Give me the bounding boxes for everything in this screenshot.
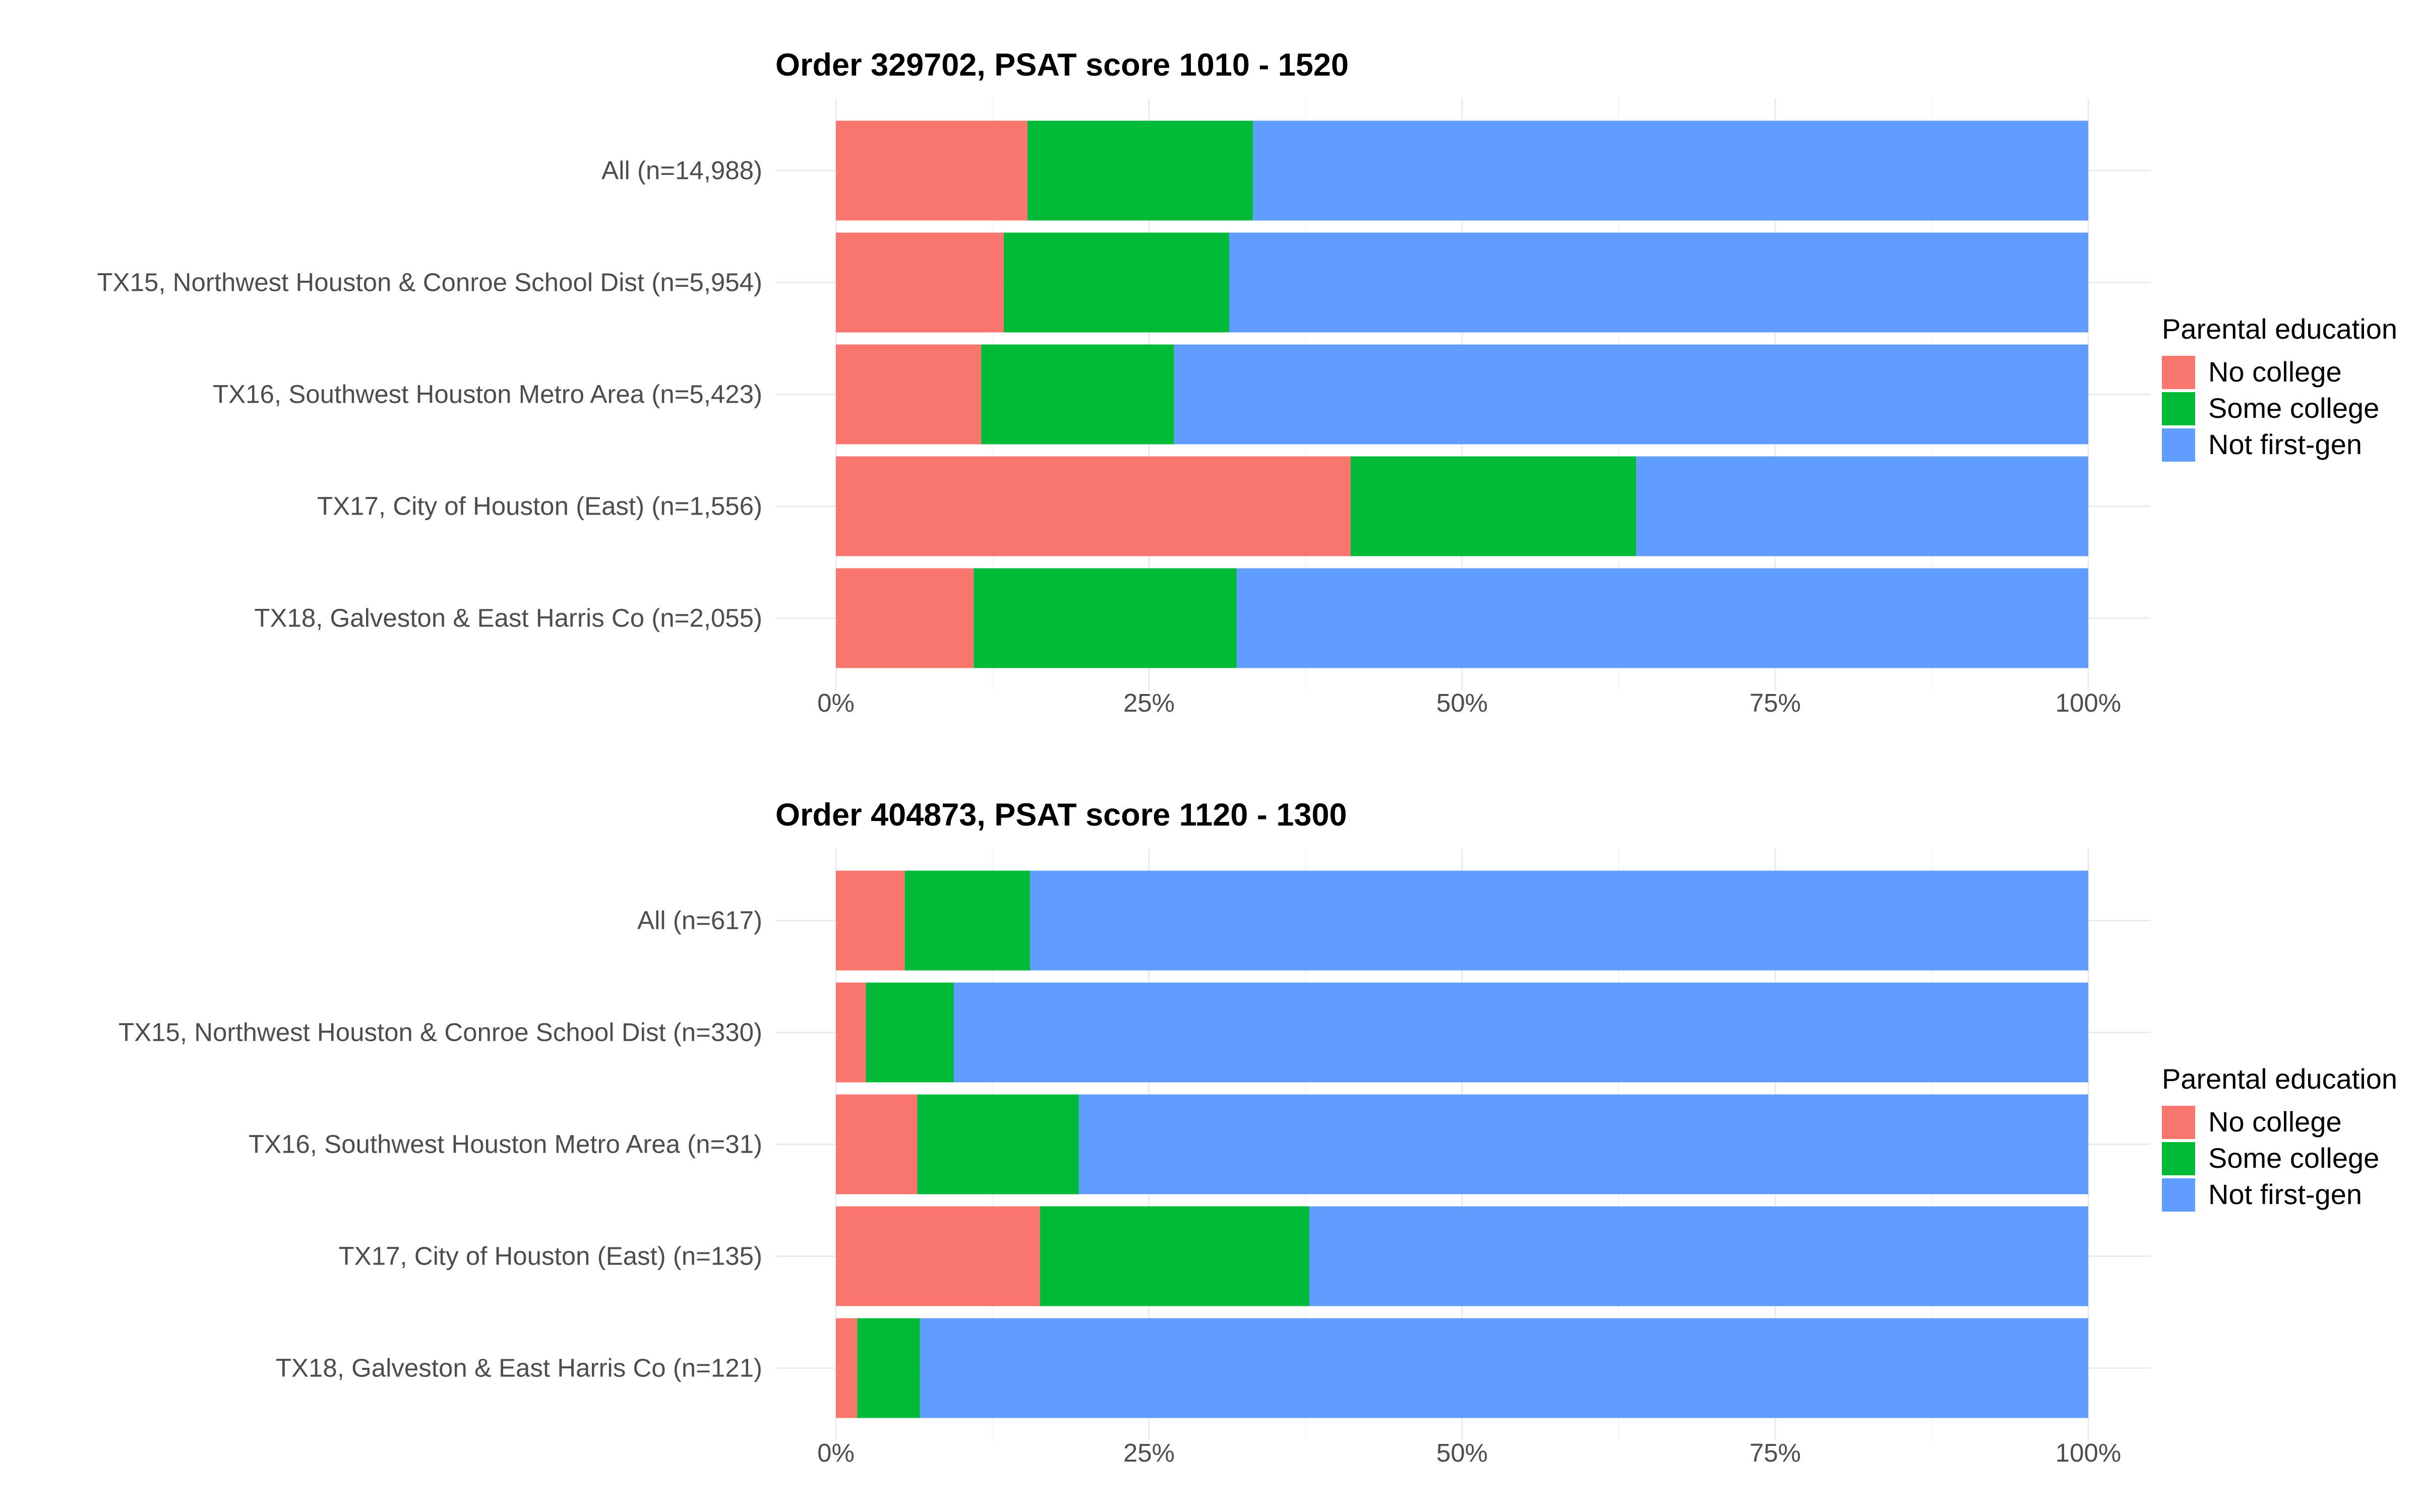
legend-key [2162,1178,2195,1212]
x-tick-label: 100% [2055,1438,2121,1467]
bar-segment [1229,232,2088,333]
legend-key [2162,428,2195,462]
bar-segment [1030,870,2088,971]
category-label: TX17, City of Houston (East) (n=1,556) [317,492,762,521]
bar-segment [836,568,974,668]
x-tick-label: 100% [2055,688,2121,717]
bar-segment [1236,568,2088,668]
legend-key [2162,356,2195,389]
legend-label: Some college [2208,1142,2379,1174]
legend-label: No college [2208,1106,2342,1138]
legend-label: No college [2208,356,2342,388]
bar-segment [1040,1206,1309,1306]
category-label: All (n=14,988) [601,156,762,185]
chart-panels: All (n=14,988) TX15, Northwest Houston & … [97,47,2397,1467]
chart-panel: All (n=617) TX15, Northwest Houston & Con… [118,797,2397,1467]
x-tick-label: 0% [817,688,855,717]
bar-segment [836,1094,918,1194]
legend-key [2162,392,2195,425]
bar-segment [836,1318,858,1418]
bar-segment [836,982,866,1083]
legend-key [2162,1142,2195,1175]
x-tick-label: 75% [1749,688,1801,717]
bar-segment [981,344,1174,445]
chart-panel: All (n=14,988) TX15, Northwest Houston & … [97,47,2397,717]
legend-title: Parental education [2162,1063,2397,1095]
category-label: TX16, Southwest Houston Metro Area (n=5,… [213,380,762,409]
bar-segment [857,1318,920,1418]
legend: Parental education No college Some college… [2162,1063,2397,1212]
bar-segment [1078,1094,2088,1194]
bar-segment [1174,344,2088,445]
legend-title: Parental education [2162,313,2397,345]
bar-segment [1350,456,1637,556]
legend-label: Not first-gen [2208,1178,2362,1210]
bar-segment [917,1094,1079,1194]
x-tick-label: 0% [817,1438,855,1467]
bar-segment [836,232,1004,333]
bar-segment [836,344,982,445]
bar-segment [1253,120,2088,221]
category-label: TX15, Northwest Houston & Conroe School … [97,268,762,297]
x-tick-label: 25% [1123,688,1175,717]
panel-title: Order 404873, PSAT score 1120 - 1300 [775,797,1347,833]
category-label: TX16, Southwest Houston Metro Area (n=31… [249,1130,762,1159]
legend-label: Some college [2208,392,2379,424]
x-tick-label: 50% [1436,1438,1488,1467]
bar-segment [836,456,1351,556]
legend: Parental education No college Some college… [2162,313,2397,462]
x-tick-label: 75% [1749,1438,1801,1467]
bar-segment [974,568,1237,668]
bar-segment [866,982,954,1083]
bar-segment [920,1318,2088,1418]
bar-segment [1027,120,1253,221]
category-label: TX17, City of Houston (East) (n=135) [339,1242,762,1271]
legend-key [2162,1106,2195,1139]
bar-segment [1309,1206,2088,1306]
legend-label: Not first-gen [2208,428,2362,460]
category-label: TX18, Galveston & East Harris Co (n=121) [276,1354,762,1382]
bar-segment [1003,232,1229,333]
x-tick-label: 25% [1123,1438,1175,1467]
bar-segment [1636,456,2088,556]
panel-title: Order 329702, PSAT score 1010 - 1520 [775,47,1349,83]
bar-segment [904,870,1031,971]
bar-segment [836,120,1028,221]
category-label: All (n=617) [637,906,762,935]
bar-segment [836,1206,1040,1306]
bar-segment [953,982,2088,1083]
x-tick-label: 50% [1436,688,1488,717]
category-label: TX15, Northwest Houston & Conroe School … [118,1018,762,1047]
bar-segment [836,870,905,971]
category-label: TX18, Galveston & East Harris Co (n=2,05… [254,604,762,633]
